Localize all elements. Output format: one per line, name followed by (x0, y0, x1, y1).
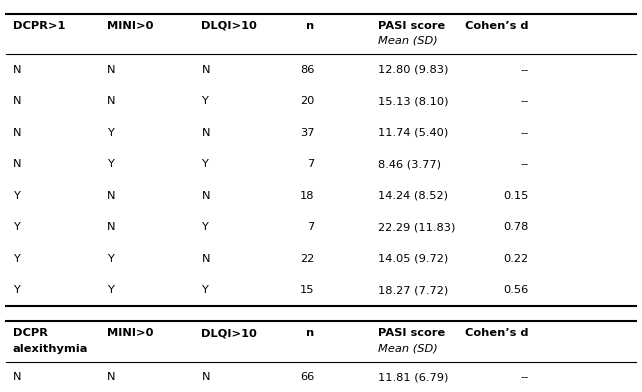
Text: N: N (13, 65, 21, 74)
Text: N: N (202, 65, 210, 74)
Text: 11.74 (5.40): 11.74 (5.40) (377, 128, 448, 138)
Text: 15: 15 (300, 285, 315, 295)
Text: 18.27 (7.72): 18.27 (7.72) (377, 285, 448, 295)
Text: DLQI>10: DLQI>10 (202, 328, 257, 338)
Text: N: N (13, 96, 21, 106)
Text: 0.56: 0.56 (503, 285, 528, 295)
Text: Y: Y (13, 285, 20, 295)
Text: Y: Y (107, 128, 114, 138)
Text: 11.81 (6.79): 11.81 (6.79) (377, 372, 448, 382)
Text: N: N (107, 191, 116, 201)
Text: Mean (SD): Mean (SD) (377, 344, 437, 354)
Text: DCPR>1: DCPR>1 (13, 21, 65, 31)
Text: 22: 22 (300, 254, 315, 263)
Text: DLQI>10: DLQI>10 (202, 21, 257, 31)
Text: Y: Y (13, 222, 20, 232)
Text: 18: 18 (300, 191, 315, 201)
Text: MINI>0: MINI>0 (107, 21, 153, 31)
Text: Y: Y (202, 159, 209, 169)
Text: N: N (202, 128, 210, 138)
Text: alexithymia: alexithymia (13, 344, 88, 354)
Text: 20: 20 (300, 96, 315, 106)
Text: N: N (13, 372, 21, 382)
Text: Cohen’s d: Cohen’s d (465, 21, 528, 31)
Text: N: N (202, 254, 210, 263)
Text: 8.46 (3.77): 8.46 (3.77) (377, 159, 440, 169)
Text: N: N (107, 65, 116, 74)
Text: Y: Y (13, 254, 20, 263)
Text: DCPR: DCPR (13, 328, 48, 338)
Text: MINI>0: MINI>0 (107, 328, 153, 338)
Text: N: N (13, 159, 21, 169)
Text: 0.22: 0.22 (503, 254, 528, 263)
Text: 14.05 (9.72): 14.05 (9.72) (377, 254, 448, 263)
Text: --: -- (521, 65, 528, 74)
Text: Y: Y (202, 285, 209, 295)
Text: N: N (107, 222, 116, 232)
Text: N: N (107, 96, 116, 106)
Text: n: n (306, 328, 315, 338)
Text: 14.24 (8.52): 14.24 (8.52) (377, 191, 447, 201)
Text: PASI score: PASI score (377, 328, 445, 338)
Text: 66: 66 (300, 372, 315, 382)
Text: Y: Y (107, 254, 114, 263)
Text: N: N (202, 191, 210, 201)
Text: --: -- (521, 159, 528, 169)
Text: --: -- (521, 96, 528, 106)
Text: 86: 86 (300, 65, 315, 74)
Text: 12.80 (9.83): 12.80 (9.83) (377, 65, 448, 74)
Text: 22.29 (11.83): 22.29 (11.83) (377, 222, 455, 232)
Text: --: -- (521, 372, 528, 382)
Text: 37: 37 (300, 128, 315, 138)
Text: Y: Y (107, 159, 114, 169)
Text: PASI score: PASI score (377, 21, 445, 31)
Text: 7: 7 (308, 159, 315, 169)
Text: --: -- (521, 128, 528, 138)
Text: n: n (306, 21, 315, 31)
Text: 0.78: 0.78 (503, 222, 528, 232)
Text: Y: Y (202, 222, 209, 232)
Text: N: N (13, 128, 21, 138)
Text: N: N (107, 372, 116, 382)
Text: N: N (202, 372, 210, 382)
Text: Mean (SD): Mean (SD) (377, 36, 437, 46)
Text: 0.15: 0.15 (503, 191, 528, 201)
Text: Y: Y (13, 191, 20, 201)
Text: 7: 7 (308, 222, 315, 232)
Text: Cohen’s d: Cohen’s d (465, 328, 528, 338)
Text: Y: Y (202, 96, 209, 106)
Text: Y: Y (107, 285, 114, 295)
Text: 15.13 (8.10): 15.13 (8.10) (377, 96, 448, 106)
